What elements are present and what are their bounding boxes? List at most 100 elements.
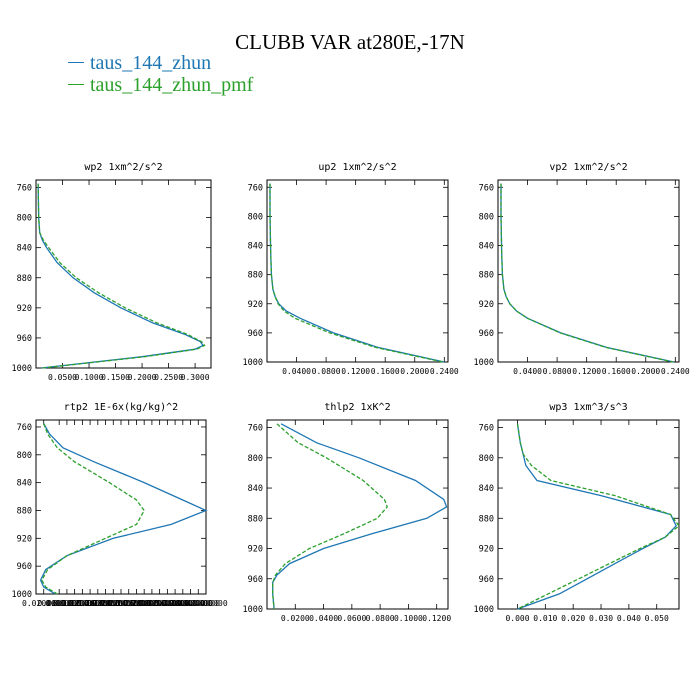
x-tick-label: 0.1600 (602, 367, 631, 376)
x-tick-label: 0.3400000 (146, 599, 190, 608)
x-tick-label: 0.1000 (75, 373, 104, 382)
x-tick-label: 0.020 (561, 614, 585, 623)
x-tick-label: 0.2400000 (107, 599, 151, 608)
x-tick-label: 0.0400 (282, 367, 311, 376)
chart-3: vp2 1xm^2/s^2 760 800 840 880 920 960 1000 0.040… (474, 162, 690, 376)
y-tick-label: 960 (479, 575, 494, 585)
x-tick-label: 0.0500 (48, 373, 77, 382)
chart-title: wp2 1xm^2/s^2 (84, 162, 162, 173)
series-line-zhun (500, 183, 674, 363)
x-tick-label: 0.1400000 (68, 599, 112, 608)
series-line-zhun-pmf (500, 183, 674, 363)
x-tick-label: 0.0600000 (38, 599, 82, 608)
series-line-zhun (37, 183, 204, 369)
x-tick-label: 0.1200 (572, 367, 601, 376)
x-tick-label: 0.2000 (631, 367, 660, 376)
y-tick-label: 1000 (474, 358, 494, 368)
x-tick-label: 0.0800000 (45, 599, 89, 608)
y-tick-label: 880 (479, 271, 494, 281)
y-tick-label: 840 (479, 242, 494, 252)
x-tick-label: 0.050 (645, 614, 669, 623)
x-tick-label: 0.3000000 (130, 599, 174, 608)
y-tick-label: 880 (479, 514, 494, 524)
x-tick-label: 0.2400 (661, 367, 690, 376)
x-tick-label: 0.4000000 (169, 599, 213, 608)
x-tick-label: 0.1000000 (53, 599, 97, 608)
y-tick-label: 920 (248, 545, 263, 555)
x-tick-label: 0.0600 (337, 614, 366, 623)
x-tick-label: 0.030 (589, 614, 613, 623)
y-tick-label: 800 (479, 212, 494, 222)
y-tick-label: 800 (248, 454, 263, 464)
series-line-zhun-pmf (41, 423, 145, 595)
y-tick-label: 760 (17, 423, 32, 433)
y-tick-label: 880 (248, 271, 263, 281)
x-tick-label: 0.4200000 (177, 599, 221, 608)
y-tick-label: 840 (17, 479, 32, 489)
series-line-zhun-pmf (37, 183, 206, 369)
y-tick-label: 800 (17, 451, 32, 461)
x-tick-label: 0.0200000 (22, 599, 66, 608)
series-line-zhun (272, 423, 448, 610)
y-tick-label: 800 (248, 212, 263, 222)
y-tick-label: 920 (248, 300, 263, 310)
plot-frame (497, 419, 680, 610)
page-title: CLUBB VAR at280E,-17N (235, 30, 465, 54)
series-line-zhun (269, 183, 445, 363)
x-tick-label: 0.2500 (154, 373, 183, 382)
y-tick-label: 760 (479, 424, 494, 434)
x-tick-label: 0.010 (533, 614, 557, 623)
series-line-zhun (516, 423, 677, 610)
x-tick-label: 0.2600000 (115, 599, 159, 608)
y-tick-label: 760 (248, 424, 263, 434)
x-tick-label: 0.2000 (128, 373, 157, 382)
x-tick-label: 0.1200000 (61, 599, 105, 608)
x-tick-label: 0.2800000 (123, 599, 167, 608)
legend-item-zhun: taus_144_zhun (68, 52, 253, 74)
x-tick-label: 0.2000000 (92, 599, 136, 608)
legend-swatch-zhun (68, 61, 84, 63)
series-line-zhun (39, 423, 208, 595)
chart-title: wp3 1xm^3/s^3 (549, 402, 627, 413)
x-tick-label: 0.3800000 (161, 599, 205, 608)
x-tick-label: 0.1000 (394, 614, 423, 623)
chart-title: rtp2 1E-6x(kg/kg)^2 (64, 402, 178, 413)
y-tick-label: 1000 (12, 590, 32, 600)
x-tick-label: 0.000 (505, 614, 529, 623)
y-tick-label: 1000 (12, 364, 32, 374)
plot-frame (497, 179, 680, 363)
y-tick-label: 880 (248, 514, 263, 524)
legend-swatch-zhun-pmf (68, 83, 84, 85)
legend-label-zhun-pmf: taus_144_zhun_pmf (90, 74, 254, 96)
x-tick-label: 0.3000 (181, 373, 210, 382)
y-tick-label: 880 (17, 274, 32, 284)
y-tick-label: 760 (17, 184, 32, 194)
x-tick-label: 0.2200000 (99, 599, 143, 608)
x-tick-label: 0.0400 (513, 367, 542, 376)
chart-title: up2 1xm^2/s^2 (318, 162, 396, 173)
y-tick-label: 840 (248, 242, 263, 252)
x-tick-label: 0.1200 (341, 367, 370, 376)
y-tick-label: 840 (248, 484, 263, 494)
x-tick-label: 0.2000 (400, 367, 429, 376)
series-line-zhun-pmf (516, 423, 680, 610)
y-tick-label: 840 (479, 484, 494, 494)
y-tick-label: 920 (479, 545, 494, 555)
x-tick-label: 0.0800 (543, 367, 572, 376)
chart-2: up2 1xm^2/s^2 760 800 840 880 920 960 1000 0.040… (243, 162, 459, 376)
chart-4: rtp2 1E-6x(kg/kg)^2 760 800 840 880 920 960 100… (12, 402, 228, 608)
x-tick-label: 0.2400 (430, 367, 459, 376)
y-tick-label: 920 (17, 534, 32, 544)
x-tick-label: 0.0800 (312, 367, 341, 376)
x-tick-label: 0.3600000 (153, 599, 197, 608)
series-line-zhun-pmf (269, 183, 443, 363)
y-tick-label: 760 (479, 183, 494, 193)
legend-item-zhun-pmf: taus_144_zhun_pmf (68, 74, 253, 96)
y-tick-label: 1000 (243, 605, 263, 615)
y-tick-label: 920 (17, 304, 32, 314)
y-tick-label: 880 (17, 506, 32, 516)
y-tick-label: 960 (248, 329, 263, 339)
legend: taus_144_zhun taus_144_zhun_pmf (68, 52, 253, 96)
